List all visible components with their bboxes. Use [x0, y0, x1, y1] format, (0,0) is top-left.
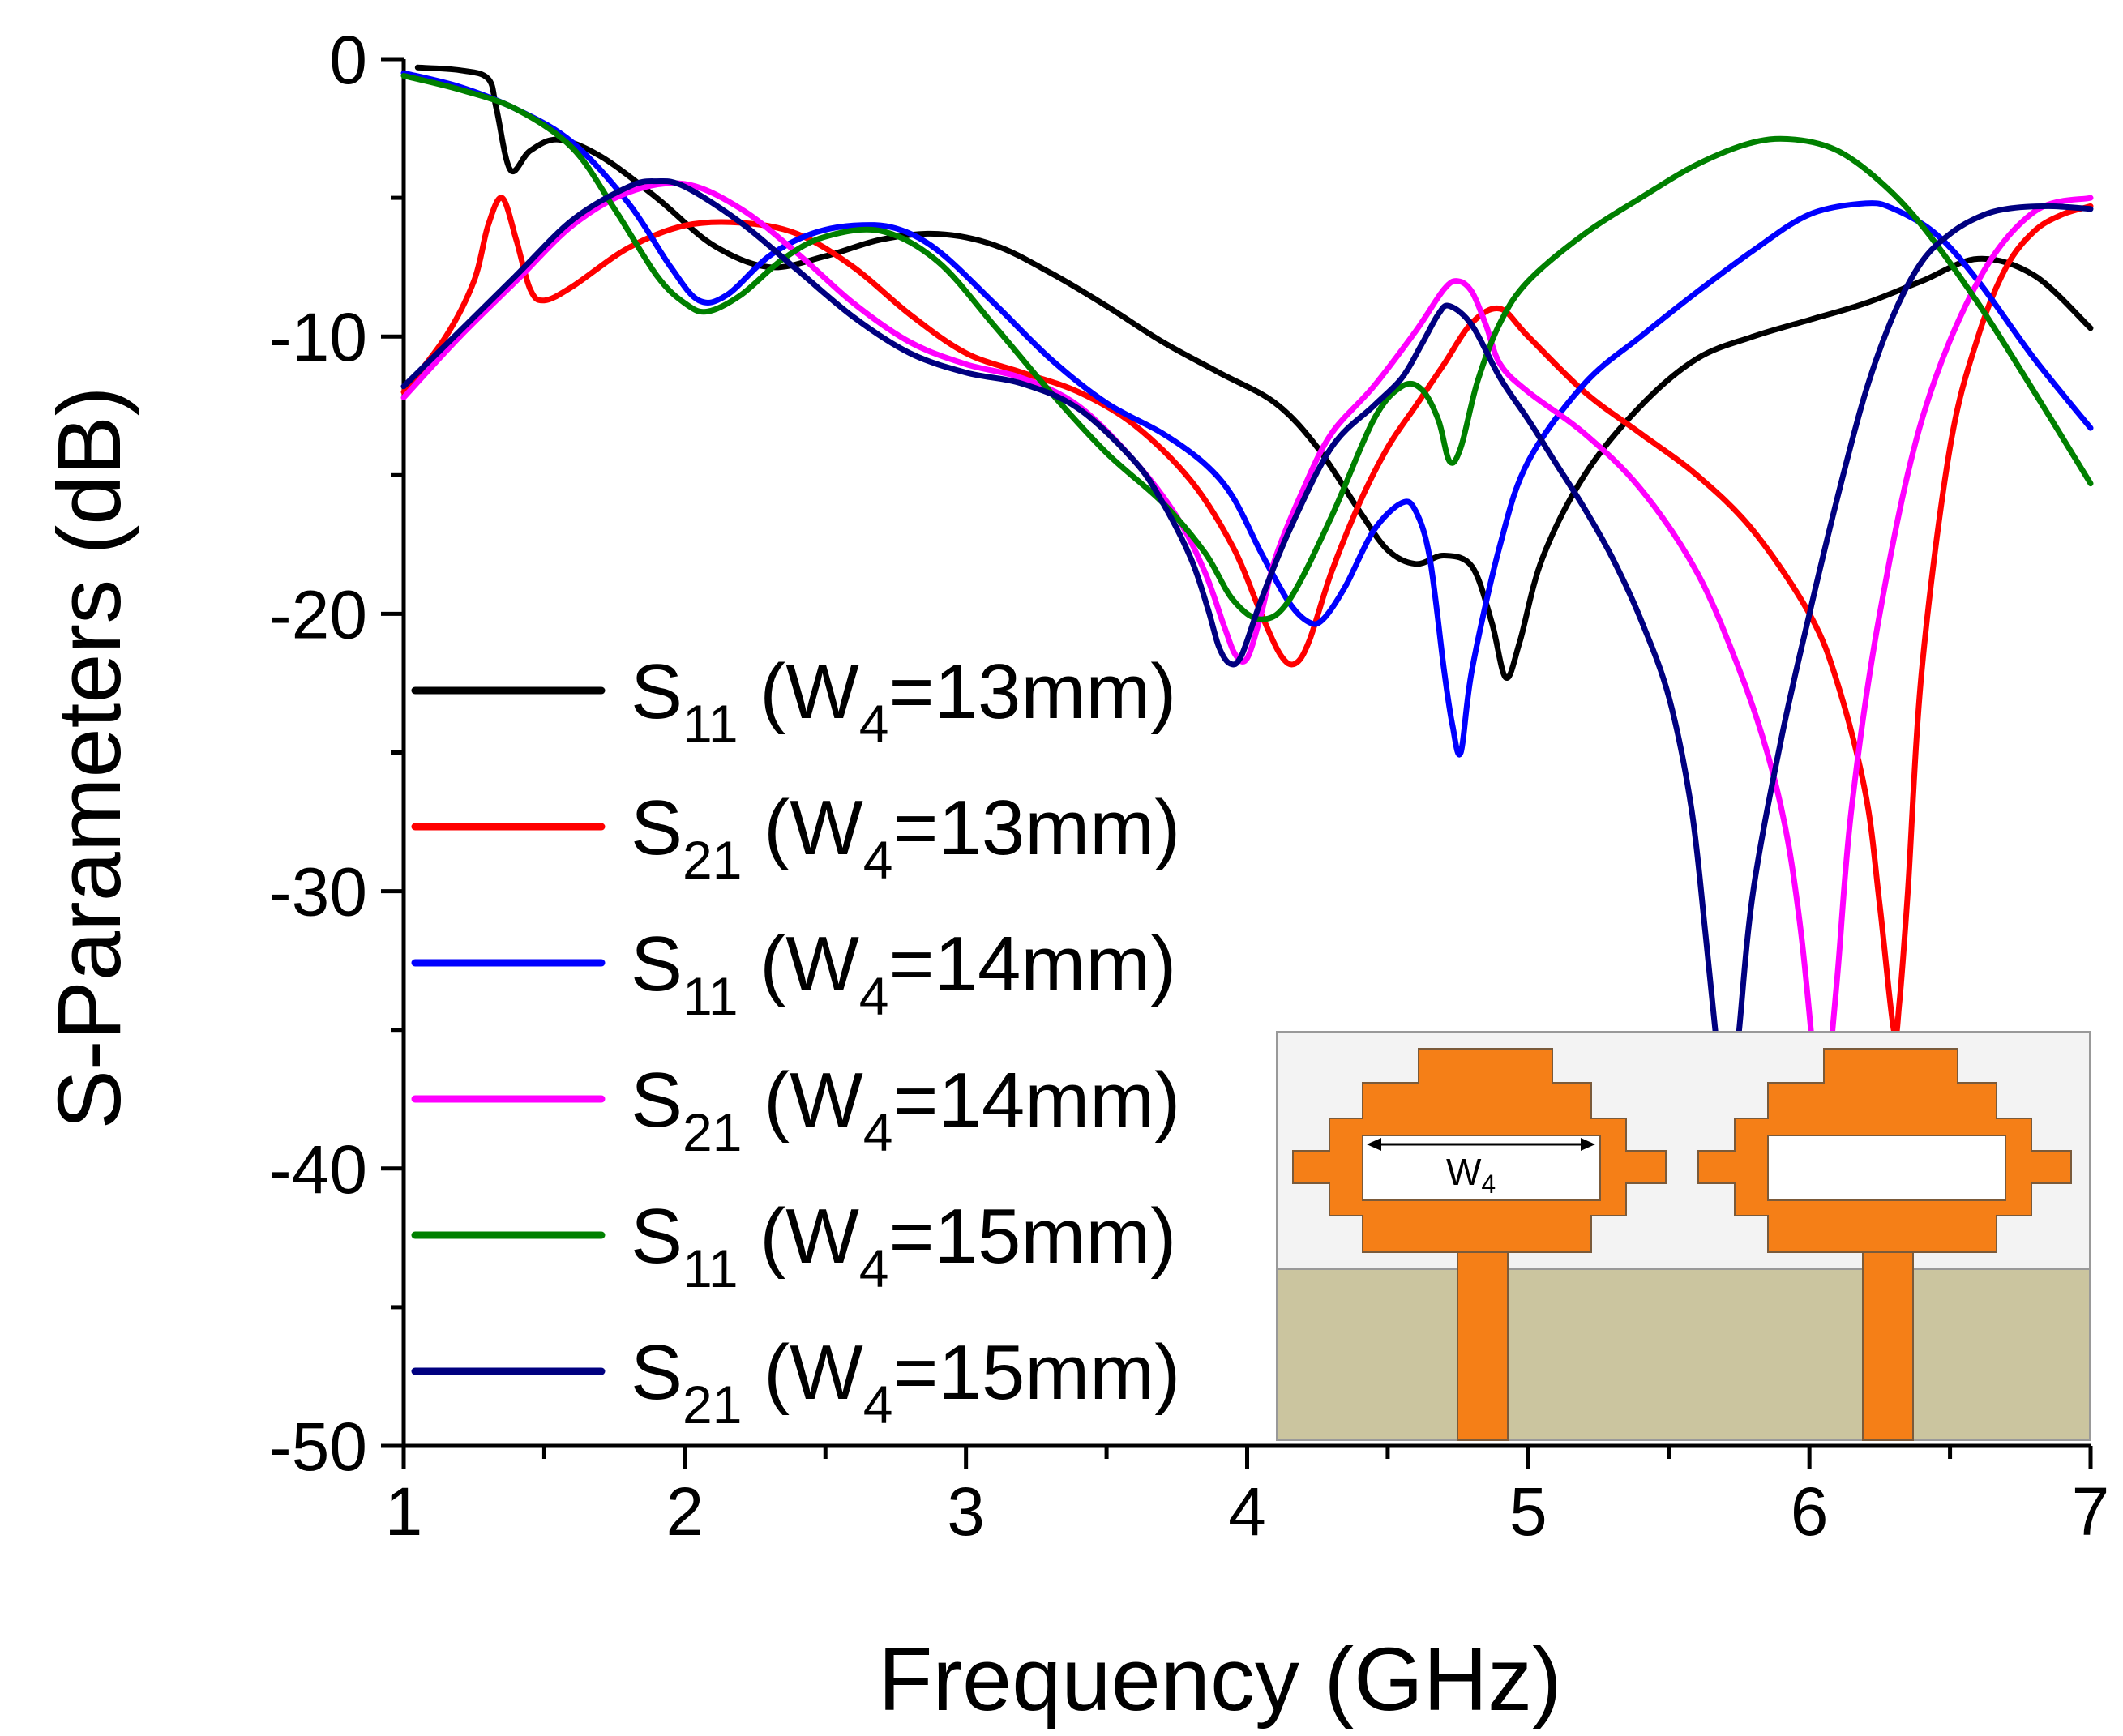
y-tick-label: -10 [269, 299, 367, 375]
legend-text-part: (W [742, 785, 863, 871]
legend-subscript: 4 [859, 966, 889, 1026]
legend-text-part: =13mm) [892, 785, 1180, 871]
legend-subscript: 21 [683, 1102, 742, 1162]
legend-text-part: =13mm) [889, 648, 1177, 735]
w4-arrow-head-right [1581, 1138, 1595, 1151]
legend-subscript: 11 [683, 966, 738, 1026]
legend-text-part: (W [742, 1329, 863, 1416]
axis-ticks [381, 57, 2093, 1469]
legend-subscript: 21 [683, 1375, 742, 1435]
legend-text-part: S [631, 1057, 683, 1144]
legend-label-5: S11 (W4=15mm) [631, 1193, 1176, 1298]
axis-tick-labels: 1 2 3 4 5 6 70-10-20-30-40-50 [269, 22, 2110, 1550]
legend-label-6: S21 (W4=15mm) [631, 1329, 1180, 1435]
w4-arrow-head-left [1367, 1138, 1381, 1151]
y-tick-label: -40 [269, 1131, 367, 1208]
legend-text-part: =15mm) [889, 1193, 1177, 1280]
legend-subscript: 4 [863, 830, 893, 890]
legend-text-part: (W [738, 921, 860, 1007]
legend-subscript: 11 [683, 1238, 738, 1298]
series-line-6 [400, 177, 2094, 1137]
series-line-1 [414, 64, 2094, 681]
left-feed-line [1457, 1251, 1509, 1441]
series-line-2 [400, 195, 2094, 1039]
legend-text-part: S [631, 1329, 683, 1416]
legend-subscript: 4 [859, 1238, 889, 1298]
x-tick-label: 6 [1791, 1473, 1829, 1550]
legend-subscript: 21 [683, 830, 742, 890]
legend-label-1: S11 (W4=13mm) [631, 648, 1176, 754]
y-tick-label: -50 [269, 1409, 367, 1485]
legend-text-part: S [631, 921, 683, 1007]
y-tick-label: -20 [269, 576, 367, 652]
data-series [400, 64, 2094, 1140]
legend-text-part: S [631, 648, 683, 735]
y-axis-title: S-Parameters (dB) [40, 387, 139, 1130]
antenna-inset: W4 [1276, 1031, 2091, 1441]
x-axis-title: Frequency (GHz) [878, 1630, 1562, 1730]
series-line-4 [400, 180, 2094, 1140]
legend-label-3: S11 (W4=14mm) [631, 921, 1176, 1026]
y-tick-label: -30 [269, 854, 367, 930]
legend-text-part: =15mm) [892, 1329, 1180, 1416]
y-tick-label: 0 [329, 22, 367, 98]
legend: S11 (W4=13mm)S21 (W4=13mm)S11 (W4=14mm)S… [411, 648, 1180, 1435]
legend-label-2: S21 (W4=13mm) [631, 785, 1180, 890]
w4-dimension-label: W4 [1446, 1151, 1496, 1199]
legend-subscript: 4 [863, 1375, 893, 1435]
legend-subscript: 4 [863, 1102, 893, 1162]
right-patch-slot [1767, 1135, 2006, 1201]
w4-label-main: W [1446, 1151, 1482, 1193]
x-tick-label: 3 [947, 1473, 985, 1550]
legend-label-4: S21 (W4=14mm) [631, 1057, 1180, 1162]
legend-text-part: =14mm) [892, 1057, 1180, 1144]
legend-text-part: S [631, 1193, 683, 1280]
x-tick-label: 1 [385, 1473, 423, 1550]
series-line-3 [400, 70, 2094, 758]
right-feed-line [1862, 1251, 1914, 1441]
legend-text-part: S [631, 785, 683, 871]
right-antenna-element [1697, 1048, 2072, 1441]
left-patch-slot [1362, 1135, 1601, 1201]
series-line-5 [400, 73, 2094, 622]
x-tick-label: 4 [1228, 1473, 1266, 1550]
legend-text-part: (W [738, 648, 860, 735]
x-tick-label: 5 [1509, 1473, 1547, 1550]
legend-subscript: 11 [683, 694, 738, 754]
left-antenna-element: W4 [1292, 1048, 1667, 1441]
legend-text-part: =14mm) [889, 921, 1177, 1007]
x-tick-label: 2 [666, 1473, 704, 1550]
w4-label-sub: 4 [1481, 1169, 1496, 1199]
legend-text-part: (W [742, 1057, 863, 1144]
legend-subscript: 4 [859, 694, 889, 754]
legend-text-part: (W [738, 1193, 860, 1280]
inset-ground-plane [1276, 1268, 2091, 1441]
x-tick-label: 7 [2072, 1473, 2110, 1550]
